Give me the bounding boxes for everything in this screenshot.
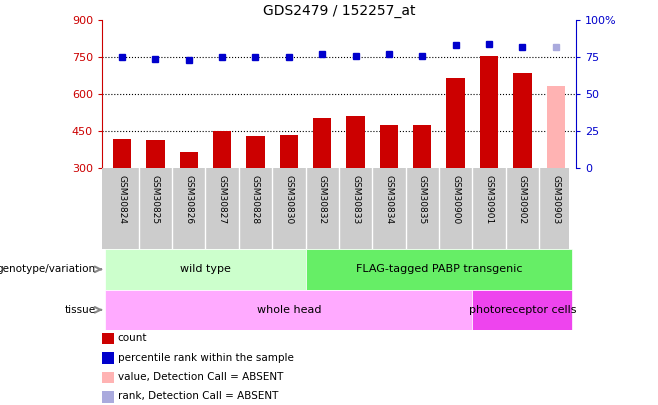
Text: GSM30900: GSM30900 [451, 175, 460, 224]
Bar [547, 85, 565, 168]
Text: GSM30835: GSM30835 [418, 175, 427, 224]
Text: GSM30824: GSM30824 [118, 175, 126, 224]
Text: tissue: tissue [64, 305, 95, 315]
Text: GSM30832: GSM30832 [318, 175, 326, 224]
Bar [313, 117, 332, 168]
Text: rank, Detection Call = ABSENT: rank, Detection Call = ABSENT [118, 392, 278, 401]
Text: GSM30901: GSM30901 [484, 175, 494, 224]
Bar [413, 125, 432, 168]
Text: wild type: wild type [180, 264, 231, 274]
Text: GSM30830: GSM30830 [284, 175, 293, 224]
Text: whole head: whole head [257, 305, 321, 315]
Text: GSM30833: GSM30833 [351, 175, 360, 224]
Text: GSM30826: GSM30826 [184, 175, 193, 224]
Bar [213, 131, 231, 168]
Bar [380, 125, 398, 168]
Bar [447, 78, 465, 168]
Bar [480, 56, 498, 168]
Bar [346, 116, 365, 168]
Text: GSM30903: GSM30903 [551, 175, 560, 224]
Text: count: count [118, 333, 147, 343]
Text: GSM30834: GSM30834 [384, 175, 393, 224]
Text: GSM30828: GSM30828 [251, 175, 260, 224]
Text: GSM30825: GSM30825 [151, 175, 160, 224]
Bar [105, 249, 305, 290]
Bar [246, 136, 265, 168]
Text: GSM30902: GSM30902 [518, 175, 527, 224]
Bar [472, 290, 572, 330]
Text: photoreceptor cells: photoreceptor cells [468, 305, 576, 315]
Title: GDS2479 / 152257_at: GDS2479 / 152257_at [263, 4, 415, 18]
Bar [180, 152, 198, 168]
Text: value, Detection Call = ABSENT: value, Detection Call = ABSENT [118, 372, 283, 382]
Text: percentile rank within the sample: percentile rank within the sample [118, 353, 293, 362]
Bar [113, 139, 131, 168]
Bar [513, 73, 532, 168]
Bar [105, 290, 472, 330]
Text: GSM30827: GSM30827 [218, 175, 226, 224]
Text: genotype/variation: genotype/variation [0, 264, 95, 274]
Bar [280, 135, 298, 168]
Text: FLAG-tagged PABP transgenic: FLAG-tagged PABP transgenic [356, 264, 522, 274]
Bar [146, 140, 164, 168]
Bar [305, 249, 572, 290]
